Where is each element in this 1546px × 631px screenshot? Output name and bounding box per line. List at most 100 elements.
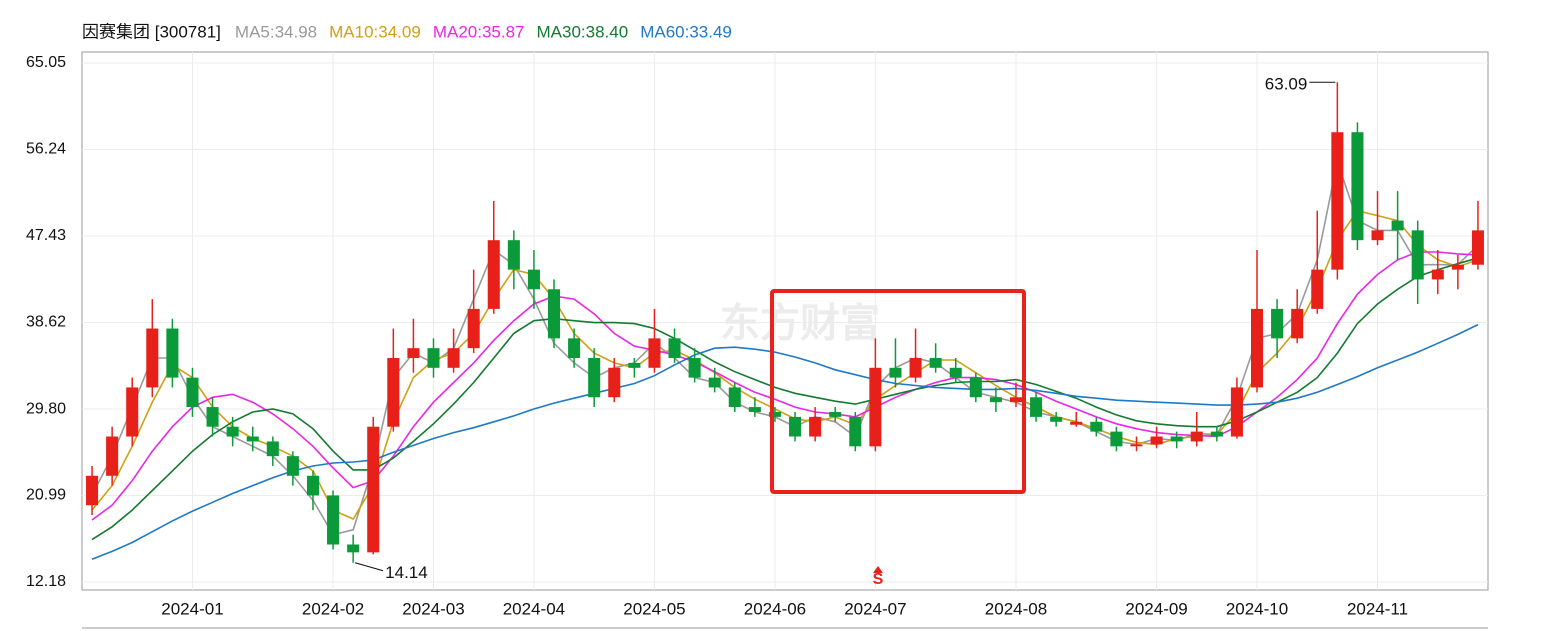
high-label: 63.09 xyxy=(1265,75,1308,94)
ma-line xyxy=(91,257,1479,541)
x-tick-label: 2024-01 xyxy=(161,599,223,618)
candle-body xyxy=(1190,431,1203,442)
candle-body xyxy=(889,367,902,378)
candle-body xyxy=(1090,421,1103,432)
legend-entry: MA20:35.87 xyxy=(433,22,525,41)
signal-label: S xyxy=(873,571,884,588)
x-tick-label: 2024-09 xyxy=(1125,599,1187,618)
candle-body xyxy=(427,348,440,368)
candle-body xyxy=(909,357,922,378)
candle-body xyxy=(1291,308,1304,339)
candle-body xyxy=(648,338,661,368)
candle-body xyxy=(1311,269,1324,309)
y-tick-label: 29.80 xyxy=(26,400,66,417)
candle-body xyxy=(547,289,561,339)
candle-body xyxy=(286,456,299,476)
x-tick-label: 2024-05 xyxy=(623,599,685,618)
x-tick-label: 2024-10 xyxy=(1226,599,1288,618)
candle-body xyxy=(106,436,119,476)
candle-body xyxy=(126,387,139,437)
signal-arrow xyxy=(873,566,883,573)
candle-body xyxy=(1250,308,1264,388)
candle-body xyxy=(688,357,701,378)
candle-body xyxy=(668,338,681,358)
candle-body xyxy=(1271,308,1284,339)
x-tick-label: 2024-02 xyxy=(302,599,364,618)
candle-body xyxy=(467,308,480,349)
ma-line xyxy=(91,251,1479,521)
candle-body xyxy=(1391,220,1404,231)
candle-body xyxy=(487,240,500,309)
candle-body xyxy=(1130,444,1143,447)
ma-line xyxy=(91,158,1479,536)
legend-entry: MA10:34.09 xyxy=(329,22,421,41)
candle-body xyxy=(1431,269,1444,280)
legend-entry: MA60:33.49 xyxy=(640,22,732,41)
candle-body xyxy=(1070,421,1083,425)
y-tick-label: 12.18 xyxy=(26,573,66,590)
candle-body xyxy=(246,436,259,442)
candle-body xyxy=(527,269,540,290)
candle-body xyxy=(1371,230,1384,241)
low-label: 14.14 xyxy=(385,563,428,582)
candle-body xyxy=(1150,436,1163,445)
candle-body xyxy=(1331,132,1344,270)
candle-body xyxy=(969,377,982,398)
ma-line xyxy=(91,209,1479,521)
watermark: 东方财富 xyxy=(720,302,880,346)
candle-body xyxy=(1471,230,1484,265)
x-tick-label: 2024-08 xyxy=(985,599,1047,618)
candle-body xyxy=(206,407,219,427)
candle-body xyxy=(186,377,199,408)
candle-body xyxy=(407,348,420,358)
legend-entry: MA30:38.40 xyxy=(537,22,629,41)
candle-body xyxy=(869,367,882,447)
chart-title: 因赛集团 [300781] xyxy=(82,21,221,41)
candle-body xyxy=(628,362,641,368)
candle-body xyxy=(1110,431,1123,447)
candle-body xyxy=(989,397,1002,403)
candle-body xyxy=(1230,387,1243,437)
candle-body xyxy=(1170,436,1183,442)
candle-body xyxy=(768,411,781,417)
candle-body xyxy=(306,475,320,496)
y-tick-label: 20.99 xyxy=(26,487,66,504)
candle-body xyxy=(327,495,340,545)
y-tick-label: 56.24 xyxy=(26,141,66,158)
candle-body xyxy=(1210,431,1223,437)
candle-body xyxy=(588,357,601,398)
candle-body xyxy=(949,367,962,378)
legend: 因赛集团 [300781] MA5:34.98 MA10:34.09 MA20:35… xyxy=(82,21,732,41)
candle-body xyxy=(829,411,842,417)
candle-body xyxy=(86,475,99,506)
ma-line xyxy=(91,323,1479,560)
candle-body xyxy=(166,328,179,378)
candle-body xyxy=(1009,397,1023,403)
candle-body xyxy=(809,416,822,437)
candle-body xyxy=(1451,264,1464,270)
x-tick-label: 2024-11 xyxy=(1347,599,1408,618)
candle-body xyxy=(1411,230,1424,280)
highlight-box xyxy=(770,289,1026,494)
low-pointer xyxy=(355,562,384,572)
ma-lines xyxy=(91,158,1479,560)
y-tick-label: 65.05 xyxy=(26,54,66,71)
candle-body xyxy=(1050,416,1063,422)
candle-body xyxy=(849,416,862,447)
candle-body xyxy=(1030,397,1043,417)
y-tick-label: 38.62 xyxy=(26,314,66,331)
candle-body xyxy=(708,377,721,388)
candle-body xyxy=(748,407,761,412)
y-tick-label: 47.43 xyxy=(26,227,66,244)
candle-body xyxy=(507,240,520,270)
candle-body xyxy=(146,328,159,388)
candle-body xyxy=(1351,132,1364,241)
candle-body xyxy=(789,416,802,437)
candle-body xyxy=(447,348,460,368)
candle-body xyxy=(266,441,279,457)
candle-body xyxy=(728,387,741,408)
plot-frame xyxy=(81,51,1489,591)
candle-body xyxy=(226,426,239,437)
candle-body xyxy=(347,544,360,553)
